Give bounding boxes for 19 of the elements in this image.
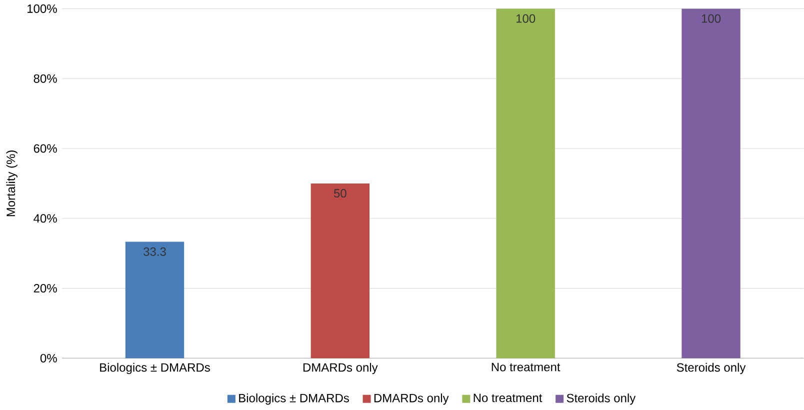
legend-label: DMARDs only [374, 393, 449, 405]
legend-label: Biologics ± DMARDs [239, 393, 349, 405]
y-tick-label: 40% [34, 214, 57, 223]
x-tick-label: Steroids only [676, 362, 746, 374]
data-label: 33.3 [144, 247, 166, 256]
data-label: 50 [334, 188, 346, 198]
y-tick-label: 100% [28, 4, 57, 13]
legend-label: No treatment [474, 394, 542, 402]
data-label: 100 [516, 14, 536, 23]
data-label: 100 [702, 14, 721, 23]
x-tick-label: DMARDs only [303, 362, 378, 374]
x-tick-label: No treatment [492, 362, 560, 372]
legend-label: Steroids only [566, 393, 636, 405]
y-tick-label: 60% [34, 144, 57, 153]
y-tick-label: 80% [34, 74, 57, 83]
y-axis-title: Mortality (%) [6, 150, 18, 216]
y-tick-label: 20% [34, 284, 57, 292]
y-tick-label: 0% [40, 354, 57, 362]
x-tick-label: Biologics ± DMARDs [100, 362, 210, 374]
